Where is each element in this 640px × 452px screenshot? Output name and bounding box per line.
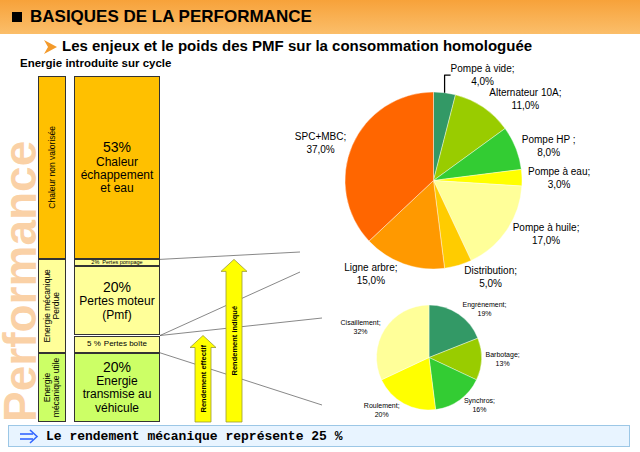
svg-text:Barbotage;13%: Barbotage;13% [485, 351, 519, 367]
svg-text:Rendement indiqué: Rendement indiqué [230, 306, 239, 376]
svg-text:Pompe à eau;3,0%: Pompe à eau;3,0% [528, 166, 590, 190]
html-text:20%: 20% [103, 279, 131, 295]
html-text:Chaleur échappement et eau: Chaleur échappement et eau [80, 154, 154, 195]
html-text:Chaleur non valorisée: Chaleur non valorisée [46, 126, 57, 209]
svg-text:Pompe à huile;17,0%: Pompe à huile;17,0% [513, 222, 580, 246]
html-text:2% Pertes pompage: 2% Pertes pompage [91, 259, 143, 266]
html-text:Les enjeux et le poids des PMF: Les enjeux et le poids des PMF sur la co… [62, 37, 533, 54]
svg-text:Pompe HP ;8,0%: Pompe HP ;8,0% [522, 134, 576, 158]
html-text:5 % Pertes boîte: 5 % Pertes boîte [87, 339, 147, 349]
svg-text:Cisaillement;32%: Cisaillement;32% [341, 319, 381, 335]
svg-text:SPC+MBC;37,0%: SPC+MBC;37,0% [295, 131, 346, 155]
html-text:20%: 20% [103, 358, 131, 375]
html-text:BASIQUES DE LA PERFORMANCE: BASIQUES DE LA PERFORMANCE [30, 7, 312, 26]
svg-text:Roulement;20%: Roulement;20% [364, 402, 400, 418]
html-text:53%: 53% [103, 139, 131, 156]
html-text:Le rendement mécanique représe: Le rendement mécanique représente 25 % [46, 429, 343, 444]
svg-text:Distribution;5,0%: Distribution;5,0% [464, 265, 517, 289]
svg-text:Pompe à vide;4,0%: Pompe à vide;4,0% [451, 63, 515, 87]
html-text:Energie introduite sur cycle: Energie introduite sur cycle [20, 57, 172, 69]
svg-text:Rendement effectif: Rendement effectif [199, 344, 208, 412]
svg-text:Alternateur 10A;11,0%: Alternateur 10A;11,0% [489, 87, 561, 111]
svg-text:Ligne arbre;15,0%: Ligne arbre;15,0% [344, 262, 397, 286]
svg-text:Synchros;16%: Synchros;16% [464, 397, 495, 413]
html-text:Energie transmise au véhicule: Energie transmise au véhicule [82, 374, 152, 415]
html-text:Energie mécanique Perdue: Energie mécanique Perdue [42, 269, 61, 343]
html-text:Pertes moteur (Pmf): Pertes moteur (Pmf) [79, 294, 155, 322]
svg-text:Engrènement;19%: Engrènement;19% [463, 301, 507, 317]
html-text:Energie mécanique utile: Energie mécanique utile [42, 357, 61, 418]
